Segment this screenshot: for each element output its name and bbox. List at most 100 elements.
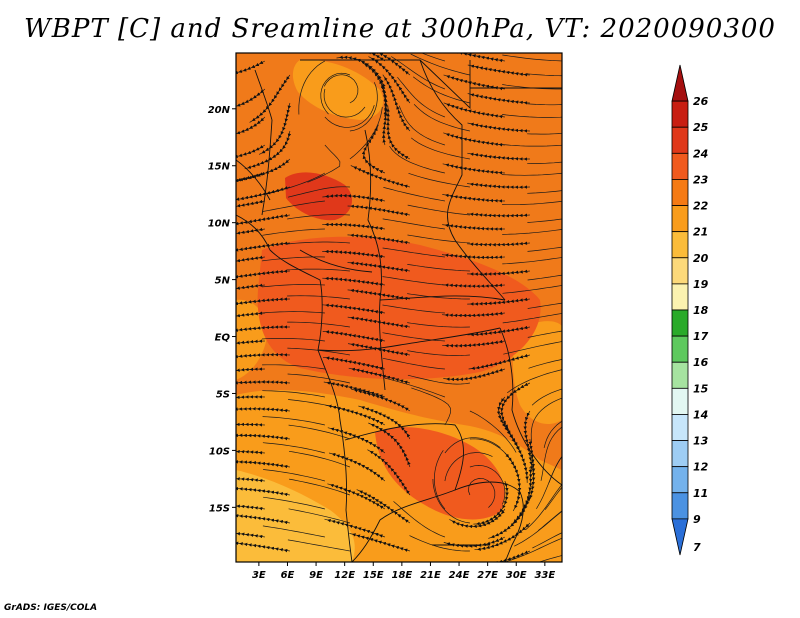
streamline	[467, 297, 530, 306]
streamline	[441, 253, 505, 260]
lon-tick-label: 30E	[506, 570, 527, 581]
streamline	[249, 74, 291, 123]
streamline	[525, 483, 562, 531]
streamline	[349, 82, 378, 132]
streamline	[501, 172, 562, 176]
streamline	[384, 377, 446, 398]
lat-tick-label: 5N	[215, 276, 231, 287]
lon-tick-label: 9E	[309, 570, 323, 581]
streamline	[347, 342, 410, 357]
lon-tick-label: 27E	[477, 570, 498, 581]
streamline	[410, 53, 470, 76]
longitude-axis: 3E 6E 9E 12E 15E 18E 21E 24E 27E 30E 33E	[252, 562, 555, 581]
streamline	[236, 213, 290, 226]
streamline	[383, 187, 445, 202]
streamline	[532, 532, 562, 549]
streamline	[527, 330, 562, 338]
lon-tick-label: 6E	[281, 570, 295, 581]
streamline	[442, 339, 505, 348]
colorbar-label: 14	[693, 408, 708, 421]
streamline	[349, 533, 411, 552]
streamline	[382, 247, 445, 258]
streamline	[322, 222, 385, 231]
streamline	[527, 302, 562, 309]
streamline	[527, 190, 562, 194]
streamline	[407, 350, 470, 356]
streamline	[502, 200, 562, 206]
streamline	[236, 339, 265, 349]
streamline	[474, 522, 531, 551]
streamline	[528, 359, 562, 369]
streamline	[443, 102, 505, 119]
streamline	[347, 316, 410, 329]
colorbar-label: 15	[693, 382, 709, 395]
streamline	[236, 227, 265, 240]
streamline	[543, 420, 562, 448]
streamline	[443, 74, 505, 91]
streamline	[467, 93, 530, 105]
colorbar-swatch	[671, 126, 689, 154]
colorbar-swatch	[671, 205, 689, 233]
streamline	[502, 313, 562, 324]
streamline	[347, 261, 410, 273]
colorbar-swatch	[671, 361, 689, 389]
streamline	[527, 246, 562, 252]
wbpt-region-hotspot	[285, 172, 353, 221]
streamline	[236, 449, 265, 455]
streamline	[380, 82, 388, 146]
colorbar-swatch	[671, 387, 689, 415]
streamline	[322, 249, 385, 259]
map-panel	[236, 53, 562, 562]
streamline	[324, 104, 375, 128]
streamline	[236, 144, 266, 163]
streamline	[351, 388, 411, 412]
streamline	[502, 54, 562, 62]
colorbar-label: 24	[693, 147, 708, 160]
colorbar: 26 25 24 23 22 21 20 19 18 17 16 15 14 13 12 11 9 7	[671, 64, 709, 556]
streamline	[286, 268, 350, 272]
streamline	[262, 256, 325, 262]
streamline	[261, 311, 325, 314]
colorbar-label: 21	[693, 226, 708, 239]
streamline	[236, 486, 290, 497]
streamline	[236, 255, 265, 267]
streamline	[526, 73, 562, 77]
colorbar-swatch	[671, 466, 689, 494]
streamline	[287, 373, 350, 384]
colorbar-label: 12	[693, 461, 709, 474]
streamline	[236, 459, 290, 469]
streamline	[236, 407, 290, 413]
streamline	[262, 228, 325, 236]
colorbar-label: 7	[693, 541, 701, 554]
streamline	[236, 199, 265, 212]
streamline	[407, 264, 470, 272]
lat-tick-label: 5S	[216, 389, 230, 400]
colorbar-label: 23	[693, 173, 709, 186]
streamline	[527, 161, 562, 165]
streamline	[526, 103, 562, 106]
streamline	[347, 288, 410, 301]
streamline	[236, 325, 290, 333]
streamline	[531, 388, 562, 406]
country-borders	[236, 59, 562, 562]
colorbar-label: 22	[693, 200, 709, 213]
streamline	[444, 452, 493, 482]
streamline	[322, 193, 385, 203]
streamline	[467, 122, 530, 133]
colorbar-swatch	[671, 492, 689, 520]
streamline	[236, 541, 290, 553]
streamline	[410, 137, 470, 160]
streamline	[527, 274, 562, 281]
streamline	[467, 269, 530, 276]
streamline	[443, 132, 505, 147]
streamline	[407, 204, 470, 216]
colorbar-label: 17	[693, 330, 709, 343]
streamline	[356, 489, 411, 524]
streamline	[382, 357, 445, 370]
streamline	[236, 352, 290, 359]
colorbar-label: 11	[693, 487, 708, 500]
streamline	[236, 116, 266, 140]
streamline	[322, 303, 385, 315]
streamline	[262, 200, 325, 212]
streamline	[442, 163, 505, 175]
